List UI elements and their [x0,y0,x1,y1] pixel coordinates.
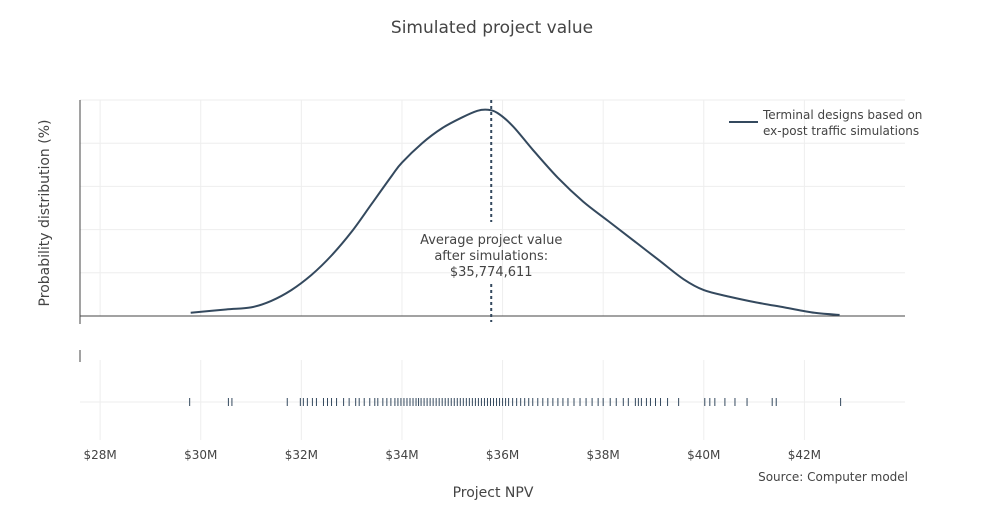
legend-label-line-1: Terminal designs based on [762,108,922,122]
x-tick-label-3: $34M [385,448,418,462]
density-curve [190,108,840,316]
x-tick-label-4: $36M [486,448,519,462]
x-tick-label-7: $42M [788,448,821,462]
source-note: Source: Computer model [758,470,908,484]
x-tick-label-5: $38M [587,448,620,462]
y-axis-title: Probability distribution (%) [37,120,53,307]
chart-title: Simulated project value [391,18,593,38]
x-tick-label-1: $30M [184,448,217,462]
mean-annotation-line-2: after simulations: [434,249,548,264]
x-tick-label-2: $32M [285,448,318,462]
rug-layer [189,398,842,406]
x-axis-title: Project NPV [453,485,534,501]
mean-annotation-line-3: $35,774,611 [450,265,533,280]
mean-annotation: Average project value after simulations:… [420,233,562,280]
mean-annotation-line-1: Average project value [420,233,562,248]
grid-layer [80,99,905,440]
x-tick-label-6: $40M [687,448,720,462]
plot-layer [190,100,840,322]
legend[interactable]: Terminal designs based on ex-post traffi… [729,108,922,138]
x-tick-labels: $28M $30M $32M $34M $36M $38M $40M $42M [83,448,821,462]
x-tick-label-0: $28M [83,448,116,462]
legend-label-line-2: ex-post traffic simulations [763,124,919,138]
axes-layer [79,100,905,362]
